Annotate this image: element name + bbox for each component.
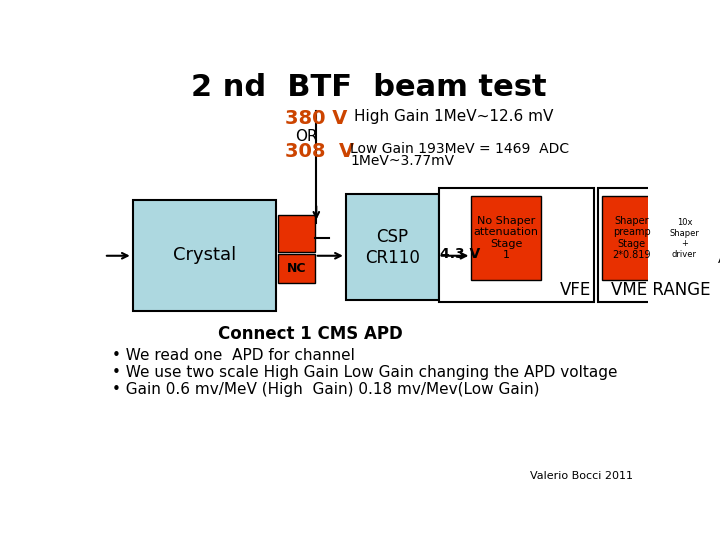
Text: NC: NC bbox=[287, 262, 306, 275]
Text: 380 V: 380 V bbox=[285, 109, 348, 127]
Text: VFE: VFE bbox=[559, 281, 590, 299]
FancyBboxPatch shape bbox=[132, 200, 276, 311]
FancyBboxPatch shape bbox=[438, 188, 594, 302]
Text: • We use two scale High Gain Low Gain changing the APD voltage: • We use two scale High Gain Low Gain ch… bbox=[112, 365, 617, 380]
Text: 4.3 V: 4.3 V bbox=[441, 247, 480, 261]
Text: VME RANGE: VME RANGE bbox=[611, 281, 711, 299]
Text: Shaper
preamp
Stage
2*0.819: Shaper preamp Stage 2*0.819 bbox=[613, 215, 651, 260]
FancyBboxPatch shape bbox=[601, 195, 662, 280]
Text: Connect 1 CMS APD: Connect 1 CMS APD bbox=[218, 325, 402, 343]
FancyBboxPatch shape bbox=[279, 215, 315, 252]
FancyBboxPatch shape bbox=[346, 194, 438, 300]
Text: ADC: ADC bbox=[718, 253, 720, 266]
Text: No Shaper
attenuation
Stage
1: No Shaper attenuation Stage 1 bbox=[474, 215, 539, 260]
FancyBboxPatch shape bbox=[472, 195, 541, 280]
Text: CSP
CR110: CSP CR110 bbox=[365, 228, 420, 267]
Text: 308  V: 308 V bbox=[285, 142, 354, 161]
Text: • We read one  APD for channel: • We read one APD for channel bbox=[112, 348, 354, 363]
Text: 10x
Shaper
+
driver: 10x Shaper + driver bbox=[670, 218, 699, 259]
Text: Valerio Bocci 2011: Valerio Bocci 2011 bbox=[529, 470, 632, 481]
Text: • Gain 0.6 mv/MeV (High  Gain) 0.18 mv/Mev(Low Gain): • Gain 0.6 mv/MeV (High Gain) 0.18 mv/Me… bbox=[112, 382, 539, 397]
Text: Low Gain 193MeV = 1469  ADC: Low Gain 193MeV = 1469 ADC bbox=[351, 142, 570, 156]
FancyBboxPatch shape bbox=[598, 188, 714, 302]
Text: High Gain 1MeV~12.6 mV: High Gain 1MeV~12.6 mV bbox=[354, 109, 553, 124]
Text: 1MeV~3.77mV: 1MeV~3.77mV bbox=[351, 154, 454, 168]
FancyBboxPatch shape bbox=[665, 202, 704, 275]
Text: OR: OR bbox=[295, 129, 318, 144]
Text: 2 nd  BTF  beam test: 2 nd BTF beam test bbox=[192, 72, 546, 102]
Text: Crystal: Crystal bbox=[173, 246, 236, 265]
FancyBboxPatch shape bbox=[279, 254, 315, 284]
